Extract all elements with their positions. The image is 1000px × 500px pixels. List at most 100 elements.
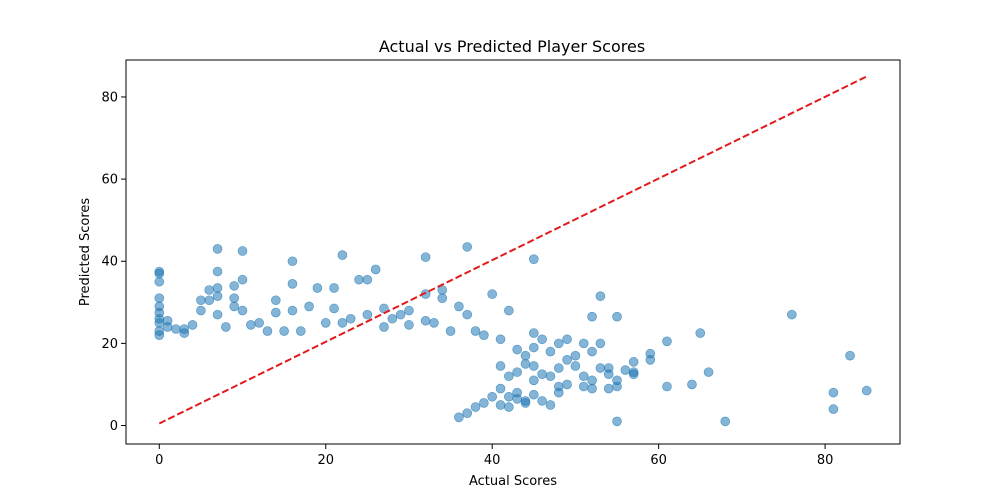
data-point bbox=[504, 305, 514, 316]
y-tick-label: 60 bbox=[101, 173, 118, 188]
data-point bbox=[612, 416, 622, 427]
data-point bbox=[429, 318, 439, 328]
data-point bbox=[479, 330, 489, 340]
data-point bbox=[437, 293, 448, 304]
data-point bbox=[221, 322, 231, 332]
x-tick-label: 20 bbox=[317, 453, 334, 468]
data-point bbox=[628, 369, 639, 379]
data-point bbox=[529, 389, 539, 400]
data-point bbox=[420, 252, 431, 262]
data-point bbox=[445, 326, 456, 336]
data-point bbox=[720, 416, 731, 427]
data-point bbox=[529, 328, 539, 338]
data-point bbox=[578, 381, 589, 392]
data-point bbox=[545, 400, 556, 410]
data-point bbox=[304, 301, 314, 312]
data-point bbox=[662, 336, 672, 347]
data-point bbox=[545, 371, 556, 382]
data-point bbox=[562, 379, 572, 390]
data-point bbox=[512, 344, 522, 355]
data-point bbox=[512, 394, 522, 404]
reference-line-layer bbox=[158, 75, 868, 425]
data-point bbox=[529, 254, 539, 264]
data-point bbox=[587, 383, 597, 394]
reference-line bbox=[158, 75, 868, 425]
data-point bbox=[470, 402, 481, 412]
data-point bbox=[612, 381, 622, 392]
chart-title: Actual vs Predicted Player Scores bbox=[379, 37, 645, 56]
data-point bbox=[512, 367, 522, 377]
data-point bbox=[537, 369, 547, 379]
data-point bbox=[462, 242, 473, 252]
data-point bbox=[479, 398, 489, 408]
data-point bbox=[379, 322, 389, 332]
data-point bbox=[154, 293, 165, 304]
data-point bbox=[320, 318, 331, 328]
data-point bbox=[362, 309, 373, 320]
data-point bbox=[279, 326, 289, 336]
data-point bbox=[787, 309, 797, 320]
data-point bbox=[487, 289, 497, 299]
data-point bbox=[454, 301, 464, 312]
data-point bbox=[212, 309, 223, 320]
data-point bbox=[529, 361, 539, 371]
data-point bbox=[204, 285, 215, 295]
y-axis-label: Predicted Scores bbox=[78, 198, 93, 307]
y-tick-label: 80 bbox=[101, 90, 118, 105]
data-point bbox=[154, 318, 165, 328]
data-point bbox=[470, 326, 481, 336]
data-point bbox=[229, 281, 239, 291]
data-point bbox=[628, 357, 639, 367]
data-point bbox=[504, 371, 514, 382]
data-point bbox=[603, 383, 614, 394]
data-point bbox=[662, 381, 672, 392]
data-point bbox=[295, 326, 306, 336]
data-point bbox=[645, 348, 656, 359]
data-point bbox=[229, 301, 239, 312]
data-point bbox=[237, 305, 248, 316]
data-point bbox=[196, 295, 206, 306]
data-point bbox=[570, 361, 581, 371]
data-point bbox=[154, 276, 165, 287]
data-point bbox=[537, 396, 547, 406]
data-point bbox=[553, 387, 564, 398]
data-point bbox=[504, 391, 514, 402]
data-point bbox=[212, 266, 223, 277]
data-point bbox=[237, 246, 248, 256]
data-point bbox=[495, 383, 506, 394]
data-point bbox=[229, 293, 239, 304]
data-point bbox=[603, 369, 614, 379]
data-point bbox=[553, 338, 564, 349]
data-point bbox=[587, 311, 597, 322]
data-point bbox=[861, 385, 872, 396]
data-point bbox=[237, 274, 248, 285]
data-point bbox=[504, 402, 514, 412]
data-point bbox=[287, 305, 298, 316]
x-tick-label: 40 bbox=[484, 453, 501, 468]
x-axis: 0 20 40 60 80 bbox=[155, 444, 833, 468]
data-point bbox=[196, 305, 206, 316]
data-point bbox=[553, 363, 564, 373]
data-point bbox=[578, 371, 589, 382]
data-point bbox=[329, 283, 339, 293]
data-point bbox=[828, 404, 839, 414]
y-tick-label: 0 bbox=[110, 419, 118, 434]
data-point bbox=[212, 283, 223, 293]
data-point bbox=[529, 342, 539, 353]
data-point bbox=[187, 320, 198, 330]
data-point bbox=[595, 363, 606, 373]
data-point bbox=[595, 338, 606, 349]
data-point bbox=[462, 309, 473, 320]
data-point bbox=[212, 291, 223, 301]
data-point bbox=[587, 375, 597, 386]
data-point bbox=[495, 400, 506, 410]
data-point bbox=[262, 326, 273, 336]
data-point bbox=[345, 313, 356, 324]
data-point bbox=[570, 350, 581, 361]
data-point bbox=[171, 324, 181, 334]
data-point bbox=[246, 320, 256, 330]
data-point bbox=[212, 244, 223, 254]
data-point bbox=[271, 295, 281, 306]
data-point bbox=[520, 359, 531, 369]
